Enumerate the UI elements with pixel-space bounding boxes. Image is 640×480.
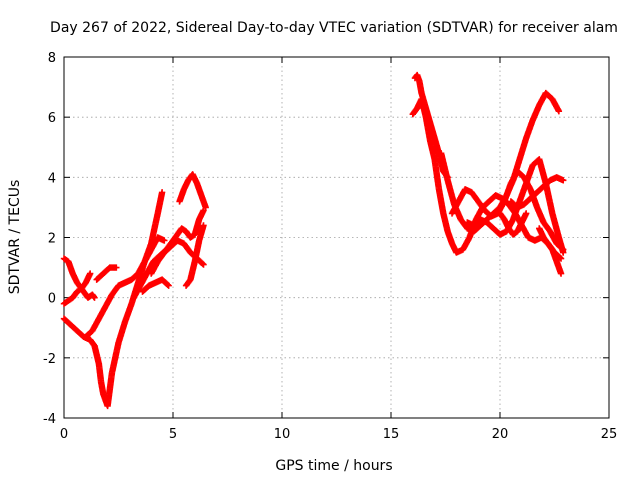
data-point-plus: [164, 281, 171, 288]
y-axis-label: SDTVAR / TECUs: [7, 180, 23, 295]
chart-title: Day 267 of 2022, Sidereal Day-to-day VTE…: [50, 20, 618, 36]
plot-frame: [63, 56, 610, 419]
y-tick-label: 6: [48, 111, 56, 126]
data-point-plus: [560, 177, 567, 184]
data-point-plus: [557, 270, 565, 277]
data-point-plus: [200, 222, 207, 229]
x-tick-label: 15: [383, 427, 400, 442]
series-track-16: [507, 174, 567, 211]
y-tick-label: 2: [48, 232, 56, 247]
y-tick-label: -4: [43, 412, 56, 427]
series-track-3: [60, 189, 166, 410]
series-track-18: [496, 210, 530, 238]
y-tick-label: 0: [48, 292, 56, 307]
x-tick-label: 25: [601, 427, 618, 442]
y-tick-label: 8: [48, 51, 56, 66]
data-point-plus: [560, 249, 567, 256]
data-point-plus: [158, 189, 166, 196]
x-tick-label: 10: [274, 427, 291, 442]
data-point-plus: [522, 210, 530, 217]
data-point-plus: [202, 204, 209, 211]
axis-ticks: 0 5 10 15 20 25 -4 -2 0 2 4 6 8: [43, 51, 617, 442]
series-track-4: [82, 234, 168, 340]
x-tick-label: 5: [169, 427, 177, 442]
y-tick-label: 4: [48, 171, 56, 186]
data-point-plus: [86, 270, 94, 277]
series-track-1: [60, 255, 98, 301]
data-point-plus: [113, 264, 120, 271]
data-point-plus: [200, 261, 207, 268]
data-point-plus: [165, 282, 172, 289]
series-track-15: [464, 156, 567, 256]
data-point-plus: [91, 294, 98, 301]
x-tick-label: 0: [60, 427, 68, 442]
series-track-2: [60, 270, 94, 307]
data-point-plus: [199, 260, 206, 267]
y-tick-label: -2: [43, 352, 56, 367]
x-axis-label: GPS time / hours: [275, 458, 392, 474]
x-tick-label: 20: [492, 427, 509, 442]
data-points: [60, 71, 567, 410]
series-track-9: [176, 171, 209, 211]
series-track-10: [182, 222, 207, 289]
series-track-8: [139, 276, 172, 295]
series-track-17: [536, 225, 565, 277]
series-track-5: [93, 264, 120, 283]
data-point-plus: [161, 237, 168, 244]
data-point-plus: [555, 107, 563, 115]
